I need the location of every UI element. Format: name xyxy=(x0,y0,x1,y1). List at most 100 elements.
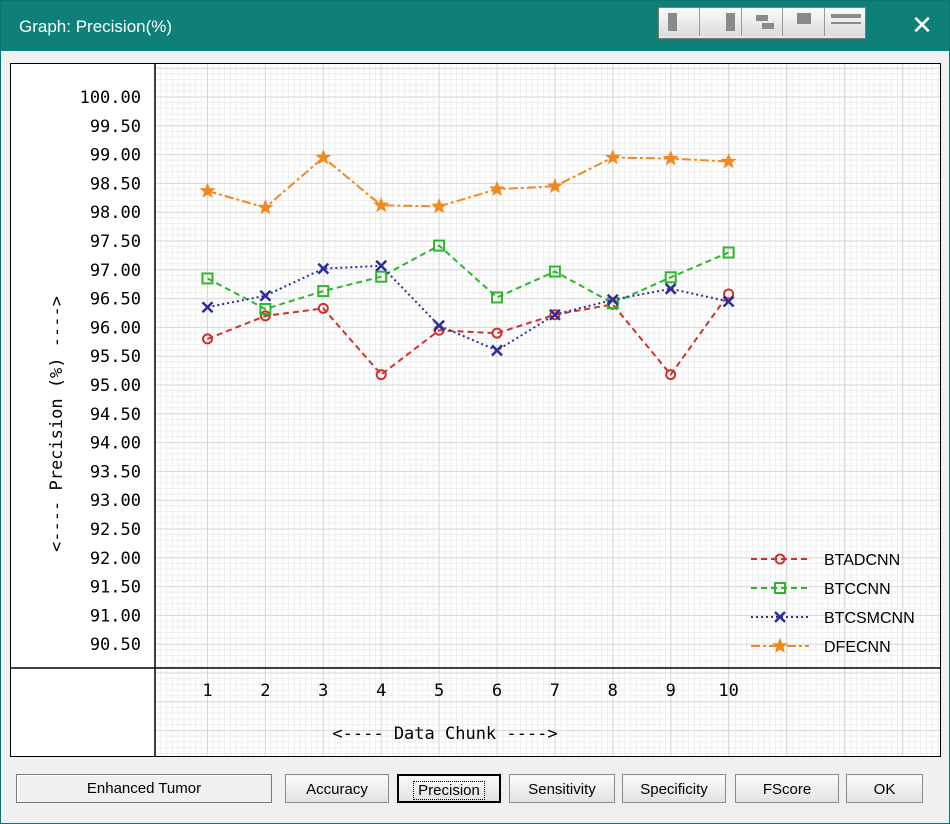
y-tick-label: 99.00 xyxy=(90,146,141,166)
x-tick-label: 9 xyxy=(666,681,676,701)
y-tick-label: 94.00 xyxy=(90,434,141,454)
close-icon[interactable]: ✕ xyxy=(911,11,933,41)
precision-button-label: Precision xyxy=(413,781,485,800)
y-axis-label: <---- Precision (%) ----> xyxy=(47,296,67,552)
legend-item: BTCCNN xyxy=(751,581,891,598)
data-point xyxy=(722,246,735,259)
data-point xyxy=(604,149,621,165)
data-point xyxy=(431,198,448,214)
title-bar: Graph: Precision(%) ✕ xyxy=(1,1,949,51)
y-tick-label: 95.50 xyxy=(90,347,141,367)
data-point xyxy=(375,270,388,283)
data-point xyxy=(315,149,332,165)
series-dfecnn xyxy=(199,149,737,215)
legend-label: BTCCNN xyxy=(824,581,891,598)
data-point xyxy=(257,199,274,215)
data-point xyxy=(259,302,272,315)
x-tick-label: 1 xyxy=(202,681,212,701)
chart-area: 100.00 99.50 99.00 98.50 98.00 97.50 97.00 96.5… xyxy=(10,63,941,757)
window-title: Graph: Precision(%) xyxy=(19,17,173,36)
data-point xyxy=(317,285,330,298)
data-point xyxy=(723,288,735,300)
layout-stack-icon[interactable] xyxy=(783,8,825,36)
x-tick-label: 8 xyxy=(608,681,618,701)
data-point xyxy=(201,272,214,285)
data-point xyxy=(549,309,561,321)
data-point xyxy=(606,293,619,306)
legend-item: BTADCNN xyxy=(751,552,900,569)
data-point xyxy=(259,310,271,322)
y-tick-labels: 100.00 99.50 99.00 98.50 98.00 97.50 97.00 96.5… xyxy=(80,88,141,655)
specificity-button-label: Specificity xyxy=(640,781,708,798)
x-tick-label: 10 xyxy=(718,681,738,701)
dataset-status: Enhanced Tumor xyxy=(16,774,272,803)
chart-grid xyxy=(155,64,940,756)
y-tick-label: 99.50 xyxy=(90,117,141,137)
x-tick-label: 6 xyxy=(492,681,502,701)
data-point xyxy=(488,180,506,196)
data-point xyxy=(662,150,679,166)
fscore-button-label: FScore xyxy=(762,781,812,798)
chart-legend: BTADCNN BTCCNN BTCSMCNN DFECNN xyxy=(751,552,915,656)
chart-axes xyxy=(11,64,940,756)
sensitivity-button[interactable]: Sensitivity xyxy=(509,774,615,803)
data-point xyxy=(664,282,677,295)
y-tick-label: 92.50 xyxy=(90,520,141,540)
legend-label: DFECNN xyxy=(824,639,891,656)
chart-series xyxy=(199,149,737,381)
series-btcsmcnn xyxy=(201,259,735,357)
y-tick-label: 93.50 xyxy=(90,462,141,482)
y-tick-label: 93.00 xyxy=(90,491,141,511)
y-tick-label: 90.50 xyxy=(90,635,141,655)
x-tick-labels: 1 2 3 4 5 6 7 8 9 10 xyxy=(202,681,738,701)
specificity-button[interactable]: Specificity xyxy=(622,774,726,803)
button-bar: Enhanced Tumor Accuracy Precision Sensit… xyxy=(1,766,949,823)
data-point xyxy=(720,153,737,169)
data-point xyxy=(491,344,503,357)
data-point xyxy=(375,369,387,381)
data-point xyxy=(722,295,735,308)
y-tick-label: 100.00 xyxy=(80,88,141,108)
data-point xyxy=(373,196,390,213)
x-tick-label: 5 xyxy=(434,681,444,701)
accuracy-button[interactable]: Accuracy xyxy=(285,774,389,803)
layout-wide-icon[interactable] xyxy=(824,8,866,36)
y-tick-label: 91.00 xyxy=(90,606,141,626)
series-line xyxy=(207,156,729,209)
layout-toolbar xyxy=(658,7,866,39)
layout-split-icon[interactable] xyxy=(700,8,742,36)
series-line xyxy=(207,293,730,377)
precision-button[interactable]: Precision xyxy=(397,774,501,803)
data-point xyxy=(546,177,563,193)
y-tick-label: 95.00 xyxy=(90,376,141,396)
data-point xyxy=(433,239,446,252)
data-point xyxy=(259,289,272,302)
data-point xyxy=(665,369,677,381)
y-tick-label: 97.50 xyxy=(90,232,141,252)
data-point xyxy=(549,308,561,321)
legend-label: BTADCNN xyxy=(824,552,900,569)
layout-single-icon[interactable] xyxy=(659,8,701,36)
legend-item: DFECNN xyxy=(751,637,891,656)
data-point xyxy=(548,265,561,278)
series-line xyxy=(207,244,729,311)
ok-button-label: OK xyxy=(873,781,896,798)
legend-label: BTCSMCNN xyxy=(824,610,915,627)
precision-chart: 100.00 99.50 99.00 98.50 98.00 97.50 97.00 96.5… xyxy=(11,64,940,756)
ok-button[interactable]: OK xyxy=(846,774,923,803)
series-btccnn xyxy=(201,239,735,315)
data-point xyxy=(201,301,214,314)
data-point xyxy=(317,262,330,275)
x-tick-label: 2 xyxy=(260,681,270,701)
y-tick-label: 91.50 xyxy=(90,578,141,598)
y-tick-label: 97.00 xyxy=(90,261,141,281)
y-tick-label: 98.00 xyxy=(90,203,141,223)
data-point xyxy=(664,271,677,284)
x-tick-label: 3 xyxy=(318,681,328,701)
data-point xyxy=(491,327,503,339)
layout-tiles-icon[interactable] xyxy=(741,8,784,36)
fscore-button[interactable]: FScore xyxy=(735,774,839,803)
y-tick-label: 96.50 xyxy=(90,290,141,310)
data-point xyxy=(433,319,445,332)
